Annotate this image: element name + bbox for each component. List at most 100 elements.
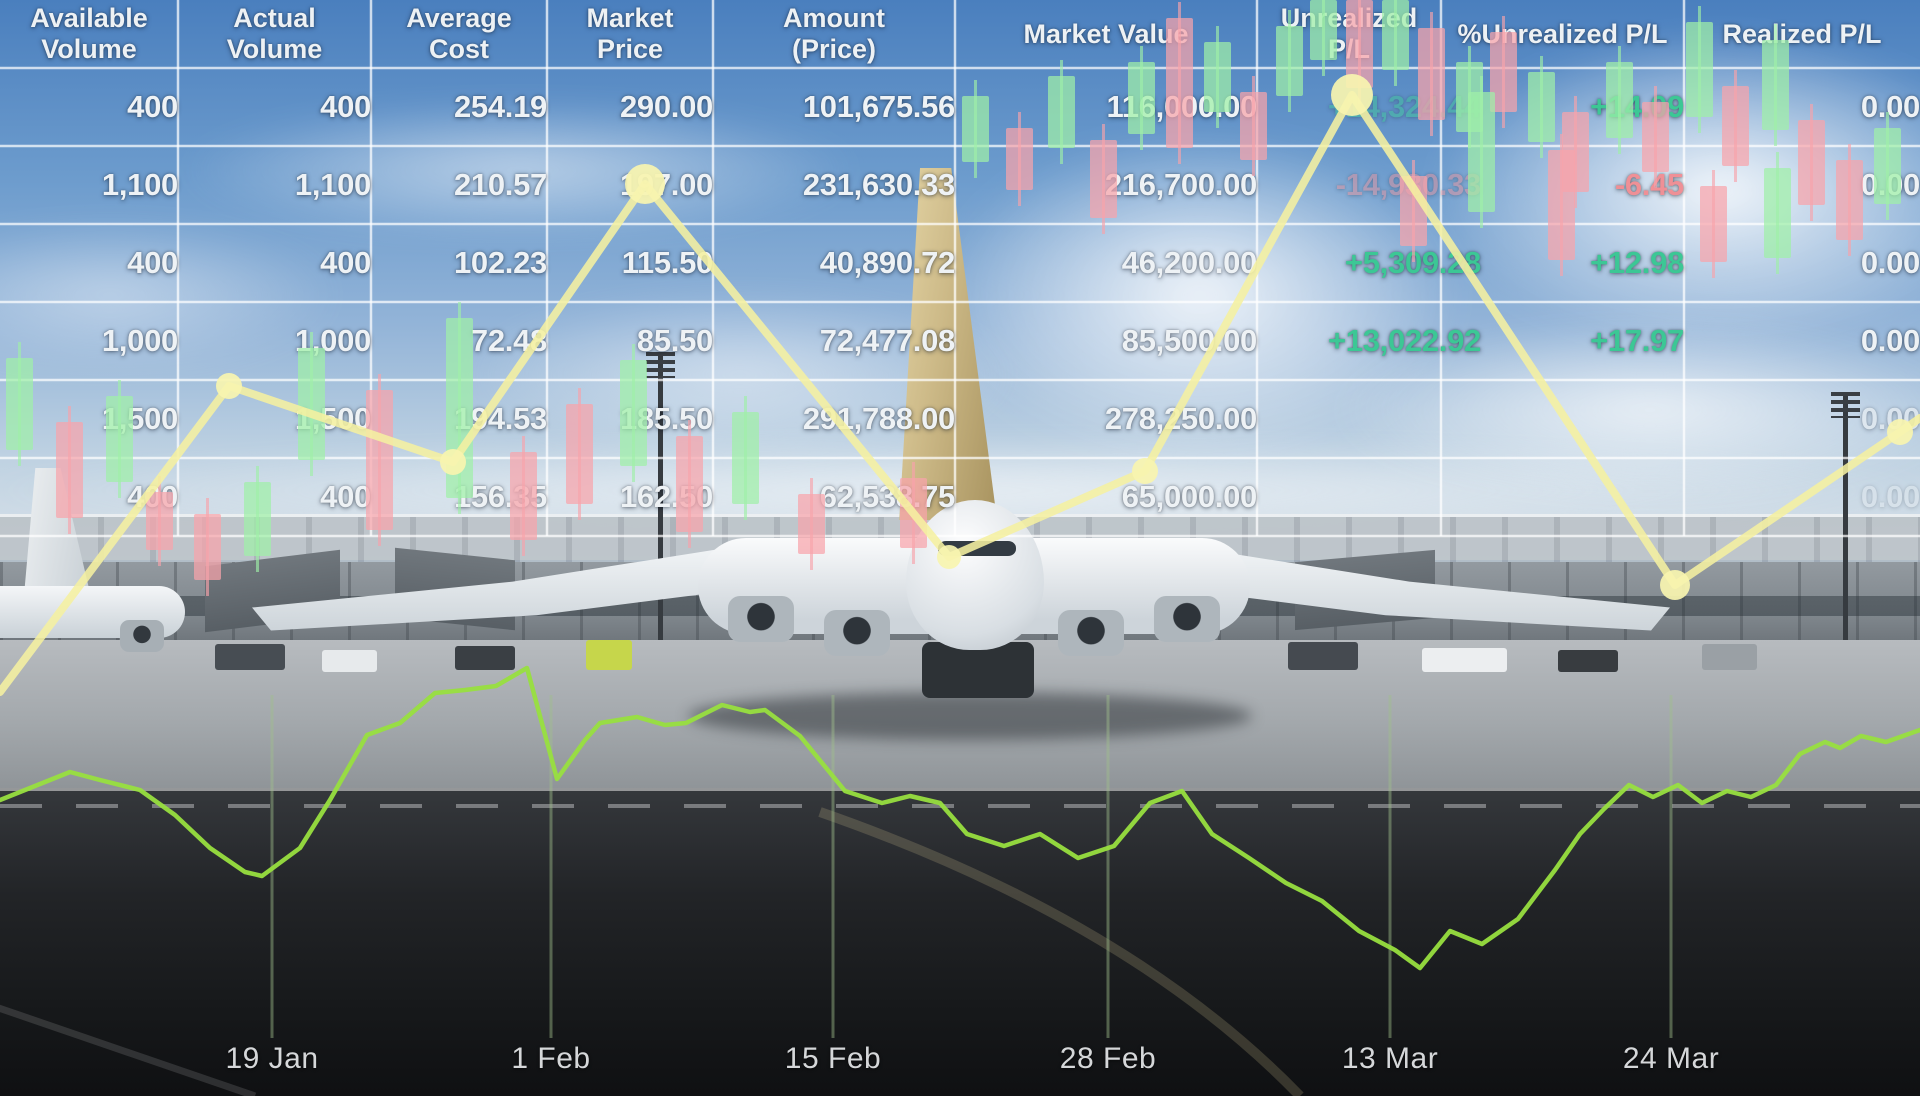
cell-value: 400 <box>320 479 371 514</box>
yellow-trend-line <box>0 91 1920 696</box>
candle-body <box>1006 128 1033 190</box>
candle-body <box>1798 120 1825 205</box>
table-cell-market-value: 65,000.00 <box>955 458 1333 536</box>
table-cell-available-volume: 400 <box>0 68 216 146</box>
x-axis-label: 19 Jan <box>225 1042 319 1075</box>
x-axis-label: 15 Feb <box>784 1042 882 1075</box>
yellow-line-marker <box>1331 74 1373 116</box>
candle-body <box>732 412 759 504</box>
x-axis-label: 1 Feb <box>511 1042 591 1075</box>
yellow-line-marker <box>1887 419 1913 445</box>
cell-value: 400 <box>320 89 371 124</box>
cell-value: 0.00 <box>1860 479 1920 514</box>
cell-value: 290.00 <box>619 89 713 124</box>
ground-vehicle <box>455 646 515 670</box>
airplane-landing-gear <box>922 642 1034 698</box>
table-cell-unrealized-pl: +13,022.92 <box>1257 302 1481 380</box>
table-cell-amount-price: 231,630.33 <box>713 146 985 224</box>
cell-value: 400 <box>127 89 178 124</box>
table-cell-realized-pl: 0.00 <box>1684 224 1920 302</box>
cell-value: 400 <box>320 245 371 280</box>
candle-body <box>566 404 593 504</box>
table-cell-actual-volume: 1,100 <box>178 146 397 224</box>
candle-body <box>1418 28 1445 120</box>
table-cell-market-value: 46,200.00 <box>955 224 1333 302</box>
candle-body <box>1048 76 1075 148</box>
header-text: (Price) <box>791 34 877 64</box>
candle-body <box>244 482 271 556</box>
table-cell-market-value: 85,500.00 <box>955 302 1333 380</box>
taxiway-line <box>0 1004 257 1096</box>
candle-body <box>676 436 703 532</box>
light-mast <box>1831 392 1860 644</box>
candle-body <box>1874 128 1901 204</box>
cloud <box>180 100 860 240</box>
x-axis-label: 13 Mar <box>1341 1042 1439 1075</box>
ground-vehicle <box>1558 650 1618 672</box>
candle-body <box>1762 40 1789 130</box>
column-header-average-cost: Average Cost <box>371 0 547 68</box>
candle-body <box>1346 0 1373 88</box>
yellow-line-marker <box>625 164 665 204</box>
candle-body <box>1764 168 1791 258</box>
cell-value: 65,000.00 <box>1121 479 1258 514</box>
table-cell-pct-unrealized-pl: +17.97 <box>1441 302 1770 380</box>
airplane-engine <box>824 610 890 656</box>
apron-edge-line <box>0 788 1920 791</box>
cell-value: 85,500.00 <box>1121 323 1258 358</box>
yellow-line-marker <box>1660 570 1690 600</box>
candle-body <box>146 492 173 550</box>
column-header-market-value: Market Value <box>955 0 1257 68</box>
candle-body <box>1166 18 1193 148</box>
header-text: Realized P/L <box>1722 18 1882 49</box>
column-header-available-volume: Available Volume <box>0 0 178 68</box>
candle-body <box>1686 22 1713 117</box>
header-text: Market <box>586 3 674 33</box>
table-cell-available-volume: 1,100 <box>0 146 216 224</box>
column-header-realized-pl: Realized P/L <box>1684 0 1920 68</box>
candle-body <box>1528 72 1555 142</box>
header-text: Price <box>596 34 664 64</box>
cell-value: 1,000 <box>101 323 178 358</box>
table-cell-actual-volume: 400 <box>178 68 397 146</box>
cell-value: -6.45 <box>1614 167 1684 202</box>
taxiway-asphalt <box>0 788 1920 1096</box>
yellow-line-marker <box>216 373 242 399</box>
cell-value: +17.97 <box>1590 323 1684 358</box>
candle-body <box>194 514 221 580</box>
header-text: Volume <box>226 34 323 64</box>
column-header-market-price: Market Price <box>547 0 713 68</box>
table-cell-average-cost: 210.57 <box>371 146 607 224</box>
table-cell-amount-price: 72,477.08 <box>713 302 985 380</box>
light-mast <box>646 352 675 644</box>
candle-body <box>1310 0 1337 60</box>
table-cell-actual-volume: 400 <box>178 224 397 302</box>
candle-body <box>1606 62 1633 138</box>
cell-value: +12.98 <box>1590 245 1684 280</box>
ground-vehicle <box>1288 642 1358 670</box>
cell-value: 101,675.56 <box>802 89 955 124</box>
table-cell-realized-pl: 0.00 <box>1684 458 1920 536</box>
candle-body <box>6 358 33 450</box>
column-header-amount-price: Amount (Price) <box>713 0 955 68</box>
table-cell-market-price: 85.50 <box>547 302 758 380</box>
table-cell-pct-unrealized-pl: +12.98 <box>1441 224 1770 302</box>
candle-body <box>1548 150 1575 260</box>
cloud <box>1330 320 1920 500</box>
candle-body <box>366 390 393 530</box>
cell-value: +13,022.92 <box>1327 323 1481 358</box>
airplane-engine <box>1058 610 1124 656</box>
yellow-line-marker <box>440 449 466 475</box>
candle-body <box>1700 186 1727 262</box>
table-cell-actual-volume: 400 <box>178 458 397 536</box>
candle-body <box>56 422 83 518</box>
table-cell-market-price: 290.00 <box>547 68 758 146</box>
ground-vehicle <box>586 640 632 670</box>
cell-value: 210.57 <box>453 167 547 202</box>
cell-value: 1,100 <box>101 167 178 202</box>
header-text: Market Value <box>1023 18 1189 49</box>
